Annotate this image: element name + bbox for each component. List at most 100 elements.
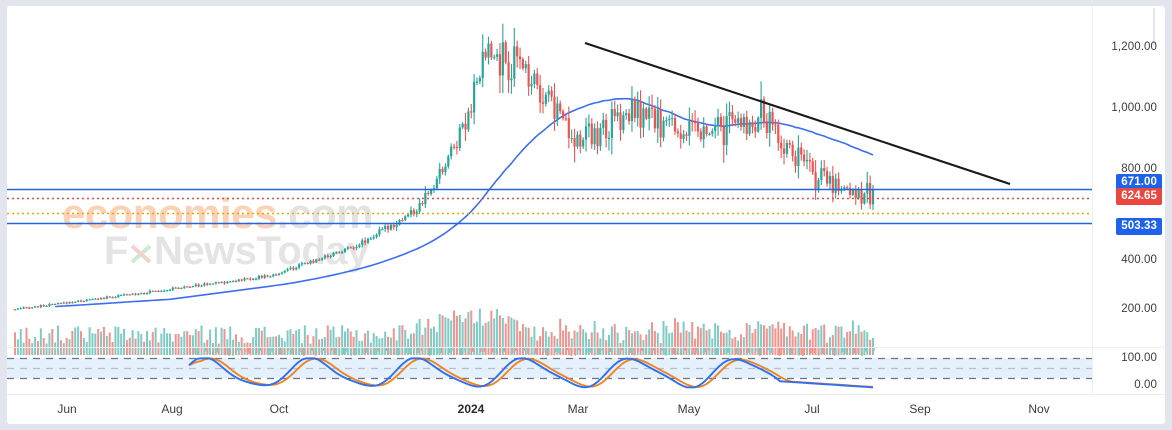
oscillator-volume-tick: [263, 347, 266, 354]
oscillator-volume-tick: [597, 347, 600, 355]
volume-bar: [797, 332, 800, 355]
candle-body: [249, 278, 252, 280]
candle-body: [404, 216, 407, 221]
candle-body: [576, 134, 579, 147]
candle-body: [326, 255, 329, 257]
volume-bar: [516, 320, 519, 355]
volume-bar: [298, 329, 301, 355]
volume-bar: [255, 327, 258, 355]
oscillator-volume-tick: [318, 347, 321, 353]
oscillator-volume-tick: [538, 347, 541, 351]
oscillator-volume-tick: [731, 347, 734, 353]
candle-body: [711, 130, 714, 134]
candle-body: [699, 131, 702, 140]
volume-bar: [794, 336, 797, 355]
volume-bar: [708, 329, 711, 355]
oscillator-volume-tick: [676, 347, 679, 355]
price-level-tag-671-00[interactable]: 671.00: [1116, 174, 1162, 191]
candle-body: [269, 276, 272, 278]
volume-bar: [659, 343, 662, 355]
volume-bar: [582, 329, 585, 355]
candle-body: [693, 121, 697, 124]
volume-bar: [694, 338, 697, 355]
volume-bar: [740, 334, 742, 355]
candle-body: [297, 264, 301, 268]
oscillator-volume-tick: [452, 347, 455, 352]
volume-bar: [28, 338, 31, 355]
candle-body: [768, 111, 771, 133]
volume-bar: [696, 326, 699, 355]
volume-bar: [699, 328, 702, 355]
oscillator-volume-tick: [306, 347, 309, 355]
volume-bar: [364, 333, 367, 355]
volume-bar: [691, 322, 694, 355]
candle-body: [461, 123, 464, 128]
volume-bar: [128, 337, 131, 355]
oscillator-volume-tick: [350, 347, 352, 356]
oscillator-volume-tick: [511, 347, 514, 354]
oscillator-volume-tick: [759, 347, 761, 356]
candle-body: [828, 175, 832, 184]
volume-bar: [143, 341, 146, 355]
price-level-tag-503-33[interactable]: 503.33: [1116, 218, 1162, 235]
volume-bar: [596, 332, 599, 355]
volume-bar: [800, 333, 803, 355]
candle-body: [134, 293, 137, 295]
oscillator-volume-tick: [291, 347, 293, 355]
candle-body: [478, 77, 481, 82]
oscillator-volume-tick: [279, 347, 282, 355]
volume-bar: [760, 324, 763, 355]
volume-bar: [404, 329, 407, 355]
volume-bar: [220, 327, 223, 355]
volume-bar: [82, 337, 85, 355]
candle-body: [748, 122, 751, 134]
candle-body: [105, 296, 108, 299]
candle-body: [54, 303, 57, 306]
price-level-tag-624-65[interactable]: 624.65: [1116, 188, 1162, 205]
candle-body: [51, 303, 54, 306]
candle-body: [745, 117, 748, 134]
volume-bar: [467, 312, 470, 355]
candle-body: [673, 118, 677, 132]
oscillator-volume-tick: [727, 347, 730, 353]
volume-bar: [415, 323, 418, 355]
oscillator-volume-tick: [806, 347, 808, 351]
candle-body: [117, 295, 120, 297]
oscillator-volume-tick: [574, 347, 576, 356]
volume-bar: [217, 343, 220, 355]
volume-bar: [625, 326, 628, 355]
oscillator-volume-tick: [641, 347, 643, 351]
oscillator-volume-tick: [224, 347, 227, 356]
volume-bar: [375, 336, 378, 355]
volume-bar: [186, 331, 189, 355]
candle-body: [16, 308, 19, 310]
volume-bar: [745, 323, 748, 355]
volume-bar: [151, 332, 154, 355]
oscillator-volume-tick: [369, 347, 372, 354]
oscillator-volume-tick: [645, 347, 647, 355]
price-axis-tick: 400.00: [1121, 254, 1157, 266]
oscillator-volume-tick: [794, 347, 797, 351]
volume-bar: [424, 327, 427, 355]
oscillator-volume-tick: [303, 347, 305, 356]
candle-body: [573, 138, 576, 147]
oscillator-volume-tick: [857, 347, 859, 354]
volume-bar: [315, 328, 318, 355]
volume-bar: [771, 324, 774, 355]
candle-body: [691, 121, 694, 123]
candle-body: [737, 118, 740, 123]
price-axis-tick: 1,000.00: [1111, 102, 1157, 114]
candle-body: [303, 263, 306, 265]
moving-average-line: [55, 97, 874, 308]
candle-body: [122, 294, 126, 296]
downtrend-line: [584, 42, 1011, 185]
volume-bar: [326, 325, 329, 355]
volume-bar: [550, 332, 553, 355]
volume-bar: [387, 336, 390, 355]
volume-bar: [507, 316, 510, 355]
volume-bar: [567, 331, 570, 355]
price-axis-separator: [1092, 6, 1093, 394]
vertical-scroll-handle[interactable]: [1153, 8, 1155, 46]
volume-bar: [823, 324, 826, 355]
volume-bar: [714, 323, 717, 355]
